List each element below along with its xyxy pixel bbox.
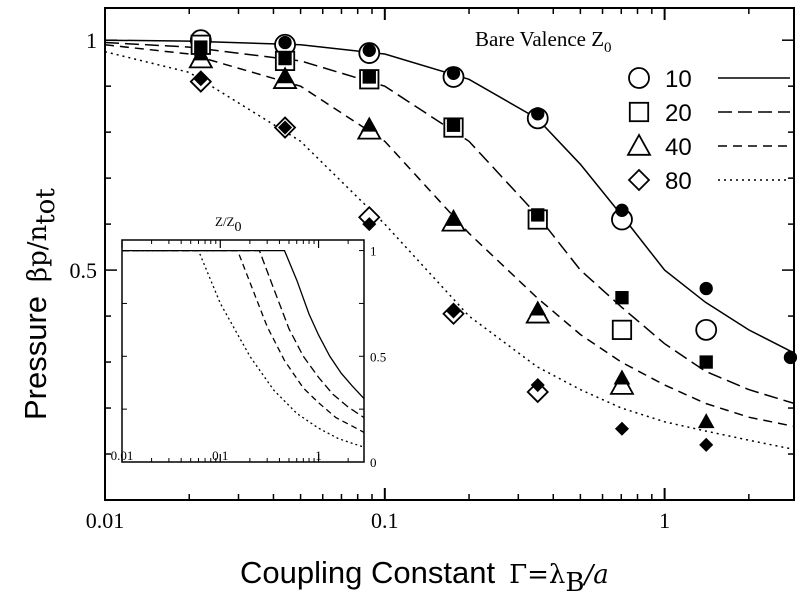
inset-y-tick-label: 1	[370, 244, 377, 259]
inset-curve-z0-10	[122, 249, 365, 400]
legend-label-40: 40	[665, 134, 692, 161]
inset-x-tick-label: 0.01	[111, 448, 134, 463]
legend: Bare Valence Z0 10 20 40 80	[475, 27, 790, 195]
data-point-square-filled	[615, 291, 629, 305]
data-point-triangle-filled	[613, 369, 631, 385]
data-point-triangle-filled	[360, 116, 378, 132]
y-tick-label: 0.5	[70, 258, 98, 283]
data-point-square-filled	[699, 355, 713, 369]
data-point-circle-filled	[699, 281, 713, 296]
data-point-square-filled	[446, 118, 461, 132]
data-point-circle-open	[695, 318, 718, 341]
inset-curve-z0-20	[122, 249, 365, 419]
data-point-circle-filled	[615, 203, 629, 217]
legend-label-10: 10	[665, 66, 692, 93]
data-point-triangle-filled	[445, 210, 462, 226]
data-point-diamond-filled	[193, 72, 208, 87]
main-plot-frame	[104, 7, 795, 501]
data-point-diamond-filled	[446, 304, 461, 319]
data-point-diamond-filled	[699, 437, 714, 452]
data-point-triangle-filled	[529, 300, 547, 316]
data-point-triangle-open	[626, 133, 652, 156]
data-point-circle-filled	[783, 350, 798, 365]
inset-y-tick-label: 0	[370, 455, 377, 470]
inset-curve-z0-40	[122, 249, 365, 433]
inset-y-tick-label: 0.5	[370, 349, 386, 364]
data-point-diamond-filled	[614, 421, 629, 436]
data-point-diamond-filled	[362, 217, 377, 232]
data-point-circle-filled	[446, 66, 461, 80]
curve-z0-80	[104, 50, 795, 451]
data-point-triangle-filled	[192, 45, 210, 61]
data-point-circle-filled	[278, 35, 292, 50]
data-point-diamond-filled	[530, 378, 545, 393]
inset-curve-z0-80	[122, 249, 365, 448]
data-point-diamond-open	[627, 168, 651, 192]
data-point-square-filled	[531, 208, 545, 222]
inset-title: Z/Z0	[215, 214, 242, 235]
data-point-square-open	[611, 319, 633, 340]
data-point-square-open	[628, 101, 650, 123]
inset-x-tick-label: 0.1	[212, 448, 228, 463]
data-point-triangle-filled	[697, 413, 715, 429]
y-axis-label: Pressureβp/ntot	[18, 188, 61, 420]
data-point-circle-filled	[362, 43, 376, 57]
y-tick-label: 1	[86, 28, 97, 53]
x-tick-label: 0.01	[86, 508, 125, 533]
legend-label-20: 20	[665, 100, 692, 127]
x-axis-label: Coupling Constant Γ=λB/a	[240, 555, 609, 593]
data-point-square-filled	[278, 51, 292, 66]
inset-x-tick-label: 1	[315, 448, 322, 463]
data-point-circle-filled	[531, 107, 545, 121]
curve-z0-20	[104, 41, 795, 405]
inset-plot-frame	[121, 239, 365, 463]
data-point-circle-open	[628, 67, 650, 89]
data-point-diamond-filled	[278, 120, 293, 135]
data-point-square-filled	[362, 70, 376, 84]
x-tick-label: 1	[659, 508, 670, 533]
legend-title: Bare Valence Z0	[475, 27, 612, 56]
legend-label-80: 80	[665, 168, 692, 195]
data-point-triangle-filled	[276, 68, 294, 84]
x-tick-label: 0.1	[371, 508, 399, 533]
